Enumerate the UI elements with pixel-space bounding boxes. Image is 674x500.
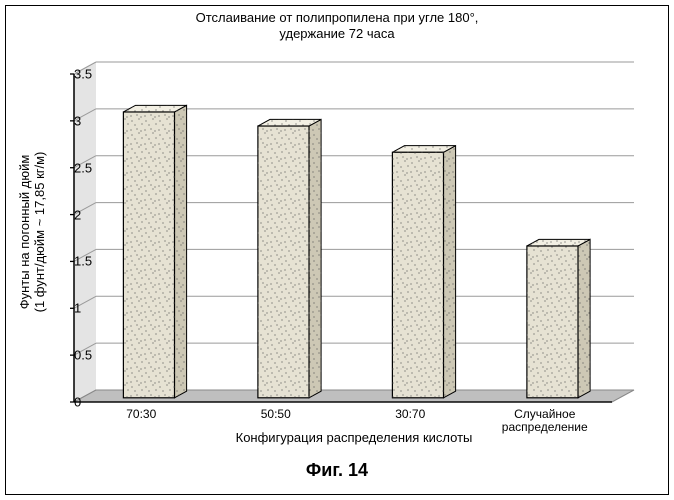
figure-caption: Фиг. 14: [0, 460, 674, 481]
chart-area: 00.511.522.533.5 70:3050:5030:70Случайно…: [74, 62, 634, 402]
x-tick-label: 70:30: [81, 408, 201, 421]
x-tick-label: 30:70: [350, 408, 470, 421]
x-tick-label: 50:50: [216, 408, 336, 421]
x-axis-label: Конфигурация распределения кислоты: [74, 430, 634, 445]
bars-layer: [74, 62, 634, 402]
y-axis-label: Фунты на погонный дюйм (1 фунт/дюйм ~ 17…: [18, 62, 48, 402]
